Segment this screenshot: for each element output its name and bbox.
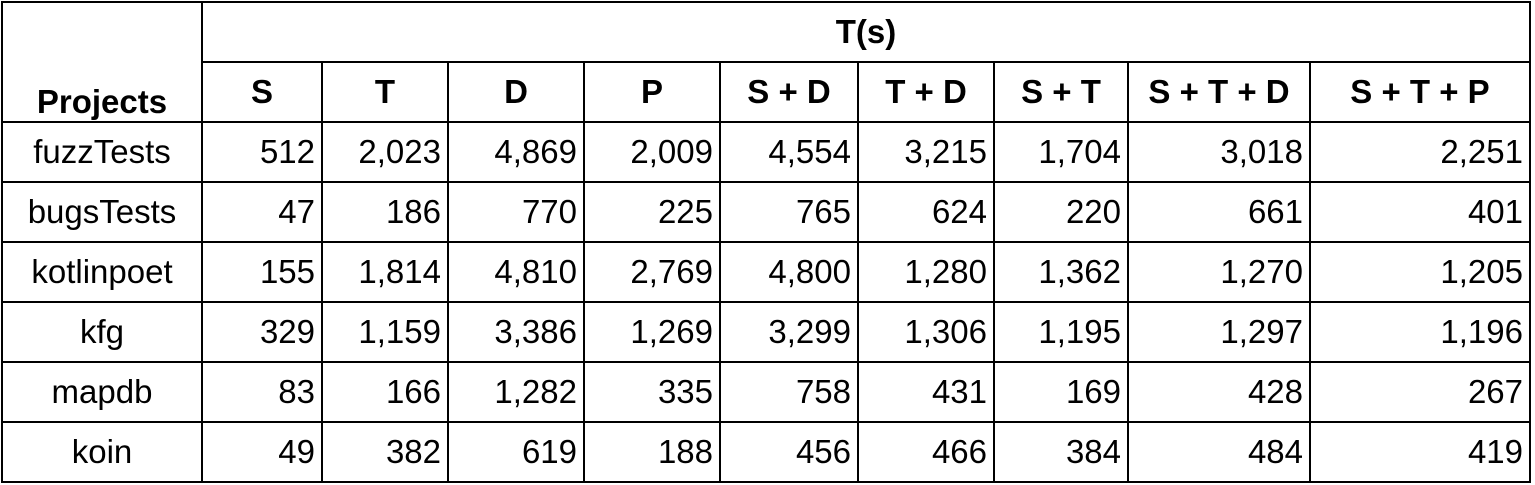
- cell-s: 47: [201, 181, 323, 243]
- cell-s-d: 4,554: [719, 121, 859, 183]
- cell-s-t: 1,704: [993, 121, 1129, 183]
- project-name: kfg: [1, 301, 203, 363]
- cell-t-d: 3,215: [857, 121, 995, 183]
- cell-p: 188: [583, 421, 721, 483]
- column-header-t-d: T + D: [857, 61, 995, 123]
- cell-d: 1,282: [447, 361, 585, 423]
- cell-t-d: 624: [857, 181, 995, 243]
- table-row: fuzzTests 512 2,023 4,869 2,009 4,554 3,…: [1, 121, 1531, 183]
- cell-s-t-d: 1,270: [1127, 241, 1311, 303]
- cell-s-t: 384: [993, 421, 1129, 483]
- cell-s-t: 169: [993, 361, 1129, 423]
- cell-d: 619: [447, 421, 585, 483]
- cell-d: 3,386: [447, 301, 585, 363]
- column-header-p: P: [583, 61, 721, 123]
- cell-t-d: 1,306: [857, 301, 995, 363]
- cell-s-t-p: 401: [1309, 181, 1531, 243]
- cell-t: 1,814: [321, 241, 449, 303]
- cell-s-t-d: 1,297: [1127, 301, 1311, 363]
- cell-s-d: 758: [719, 361, 859, 423]
- cell-s-t-d: 428: [1127, 361, 1311, 423]
- table-row: kotlinpoet 155 1,814 4,810 2,769 4,800 1…: [1, 241, 1531, 303]
- cell-s-d: 3,299: [719, 301, 859, 363]
- column-header-s-d: S + D: [719, 61, 859, 123]
- cell-s: 83: [201, 361, 323, 423]
- cell-p: 1,269: [583, 301, 721, 363]
- cell-d: 4,869: [447, 121, 585, 183]
- project-name: bugsTests: [1, 181, 203, 243]
- cell-s-t-d: 661: [1127, 181, 1311, 243]
- column-header-s: S: [201, 61, 323, 123]
- cell-p: 225: [583, 181, 721, 243]
- project-name: fuzzTests: [1, 121, 203, 183]
- cell-s-t-p: 419: [1309, 421, 1531, 483]
- column-header-s-t-p: S + T + P: [1309, 61, 1531, 123]
- cell-d: 4,810: [447, 241, 585, 303]
- cell-s-t: 220: [993, 181, 1129, 243]
- cell-s: 49: [201, 421, 323, 483]
- cell-s-d: 4,800: [719, 241, 859, 303]
- cell-s: 512: [201, 121, 323, 183]
- cell-t-d: 466: [857, 421, 995, 483]
- cell-s: 329: [201, 301, 323, 363]
- column-header-row: S T D P S + D T + D S + T S + T + D S + …: [2, 61, 1531, 123]
- cell-p: 335: [583, 361, 721, 423]
- cell-t: 186: [321, 181, 449, 243]
- column-header-s-t-d: S + T + D: [1127, 61, 1311, 123]
- project-name: koin: [1, 421, 203, 483]
- project-name: mapdb: [1, 361, 203, 423]
- cell-s-d: 456: [719, 421, 859, 483]
- column-header-d: D: [447, 61, 585, 123]
- cell-s-t-p: 1,205: [1309, 241, 1531, 303]
- cell-t: 2,023: [321, 121, 449, 183]
- cell-t: 382: [321, 421, 449, 483]
- project-name: kotlinpoet: [1, 241, 203, 303]
- cell-s-t-p: 2,251: [1309, 121, 1531, 183]
- cell-s-t: 1,362: [993, 241, 1129, 303]
- cell-s-t-p: 1,196: [1309, 301, 1531, 363]
- projects-header: Projects: [1, 1, 203, 123]
- cell-s-t: 1,195: [993, 301, 1129, 363]
- cell-s: 155: [201, 241, 323, 303]
- table-row: mapdb 83 166 1,282 335 758 431 169 428 2…: [1, 361, 1531, 423]
- cell-s-t-p: 267: [1309, 361, 1531, 423]
- cell-t: 166: [321, 361, 449, 423]
- cell-p: 2,009: [583, 121, 721, 183]
- group-header-row: Projects T(s): [1, 1, 1531, 123]
- column-header-s-t: S + T: [993, 61, 1129, 123]
- column-header-t: T: [321, 61, 449, 123]
- cell-t-d: 1,280: [857, 241, 995, 303]
- cell-s-t-d: 484: [1127, 421, 1311, 483]
- cell-p: 2,769: [583, 241, 721, 303]
- cell-t-d: 431: [857, 361, 995, 423]
- time-group-header: T(s): [201, 1, 1531, 63]
- table-row: bugsTests 47 186 770 225 765 624 220 661…: [1, 181, 1531, 243]
- cell-s-d: 765: [719, 181, 859, 243]
- table-row: koin 49 382 619 188 456 466 384 484 419: [1, 421, 1531, 483]
- cell-s-t-d: 3,018: [1127, 121, 1311, 183]
- cell-t: 1,159: [321, 301, 449, 363]
- table-row: kfg 329 1,159 3,386 1,269 3,299 1,306 1,…: [1, 301, 1531, 363]
- cell-d: 770: [447, 181, 585, 243]
